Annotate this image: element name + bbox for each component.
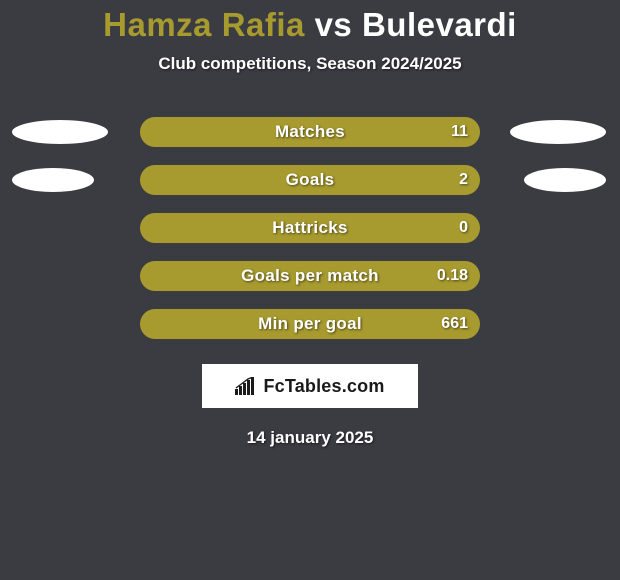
stat-value: 0 <box>459 219 468 237</box>
right-blob <box>524 168 606 192</box>
left-blob <box>12 168 94 192</box>
page-title: Hamza Rafia vs Bulevardi <box>0 6 620 44</box>
stat-label: Min per goal <box>258 314 362 334</box>
stat-label: Matches <box>275 122 345 142</box>
title-vs: vs <box>315 6 353 43</box>
title-player-left: Hamza Rafia <box>103 6 305 43</box>
stat-value: 2 <box>459 171 468 189</box>
stat-bar: Goals 2 <box>140 165 480 195</box>
content: Hamza Rafia vs Bulevardi Club competitio… <box>0 0 620 580</box>
stat-row: Min per goal 661 <box>0 308 620 340</box>
left-blob <box>12 120 108 144</box>
stat-value: 0.18 <box>437 267 468 285</box>
brand-text: FcTables.com <box>263 376 384 397</box>
stats-list: Matches 11 Goals 2 Hattricks 0 Goals per match… <box>0 116 620 340</box>
stat-bar: Hattricks 0 <box>140 213 480 243</box>
stat-value: 11 <box>451 123 468 141</box>
stat-row: Goals per match 0.18 <box>0 260 620 292</box>
stat-bar: Min per goal 661 <box>140 309 480 339</box>
stat-bar: Matches 11 <box>140 117 480 147</box>
stat-row: Matches 11 <box>0 116 620 148</box>
right-blob <box>510 120 606 144</box>
title-player-right: Bulevardi <box>362 6 517 43</box>
stat-label: Hattricks <box>272 218 347 238</box>
bar-chart-icon <box>235 377 257 395</box>
stat-row: Hattricks 0 <box>0 212 620 244</box>
date-label: 14 january 2025 <box>0 428 620 448</box>
stat-value: 661 <box>441 315 468 333</box>
stat-label: Goals <box>286 170 335 190</box>
subtitle: Club competitions, Season 2024/2025 <box>0 54 620 74</box>
stat-label: Goals per match <box>241 266 379 286</box>
brand-box[interactable]: FcTables.com <box>202 364 418 408</box>
stat-bar: Goals per match 0.18 <box>140 261 480 291</box>
stat-row: Goals 2 <box>0 164 620 196</box>
